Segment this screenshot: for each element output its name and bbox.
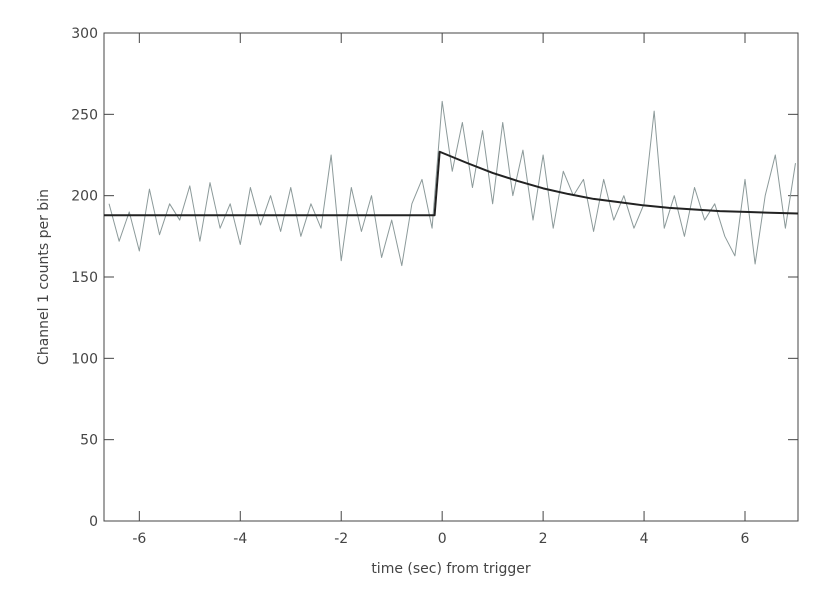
y-tick-label: 150 <box>71 270 98 286</box>
y-tick-label: 50 <box>80 433 98 449</box>
data-line <box>104 150 799 217</box>
x-tick-label: 2 <box>539 531 548 547</box>
y-axis-label: Channel 1 counts per bin <box>36 189 52 365</box>
y-tick-label: 250 <box>71 107 98 123</box>
data-line <box>108 100 796 267</box>
y-tick-label: 300 <box>71 26 98 42</box>
y-tick-label: 100 <box>71 351 98 367</box>
x-tick-label: -6 <box>132 531 146 547</box>
x-tick-label: 0 <box>438 531 447 547</box>
y-tick-label: 200 <box>71 189 98 205</box>
x-tick-label: 4 <box>640 531 649 547</box>
y-tick-label: 0 <box>89 514 98 530</box>
x-tick-label: 6 <box>741 531 750 547</box>
plot-frame <box>103 32 799 522</box>
x-axis-label: time (sec) from trigger <box>371 561 531 577</box>
x-tick-label: -4 <box>233 531 247 547</box>
x-tick-label: -2 <box>334 531 348 547</box>
